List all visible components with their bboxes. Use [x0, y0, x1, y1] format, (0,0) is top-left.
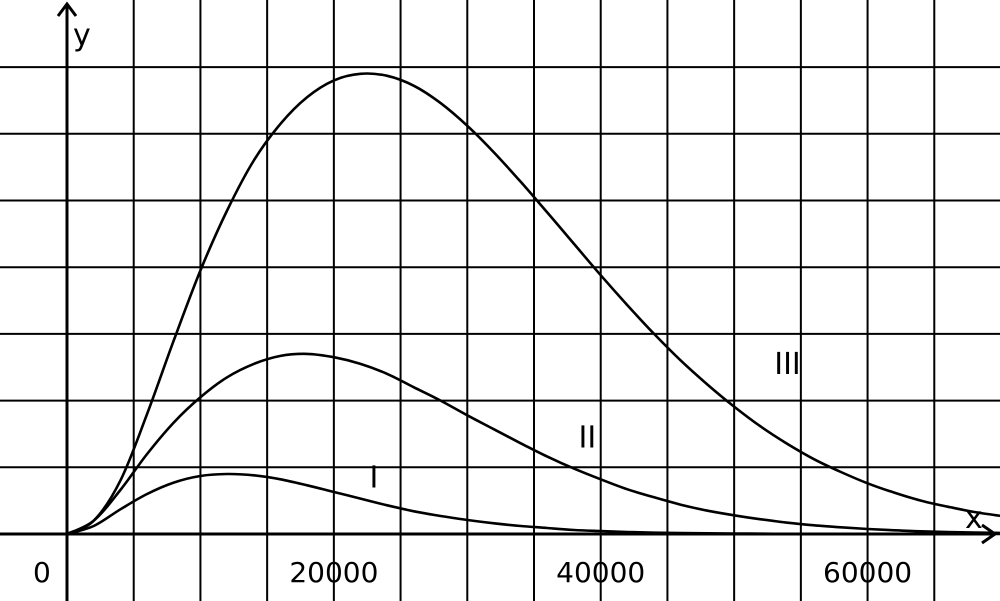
x-axis-label: x [965, 501, 983, 536]
x-tick-label: 20000 [289, 556, 378, 589]
curves [65, 72, 1000, 536]
curve-I [65, 472, 1000, 536]
origin-label: 0 [33, 556, 51, 589]
curve-label-I: I [369, 460, 378, 495]
curve-II [65, 352, 1000, 536]
curve-label-II: II [579, 420, 597, 455]
x-tick-label: 40000 [556, 556, 645, 589]
curve-III [65, 72, 1000, 536]
x-tick-label: 60000 [823, 556, 912, 589]
y-axis-arrow [56, 1, 78, 17]
curve-label-III: III [774, 347, 801, 382]
y-axis-label: y [73, 18, 91, 53]
